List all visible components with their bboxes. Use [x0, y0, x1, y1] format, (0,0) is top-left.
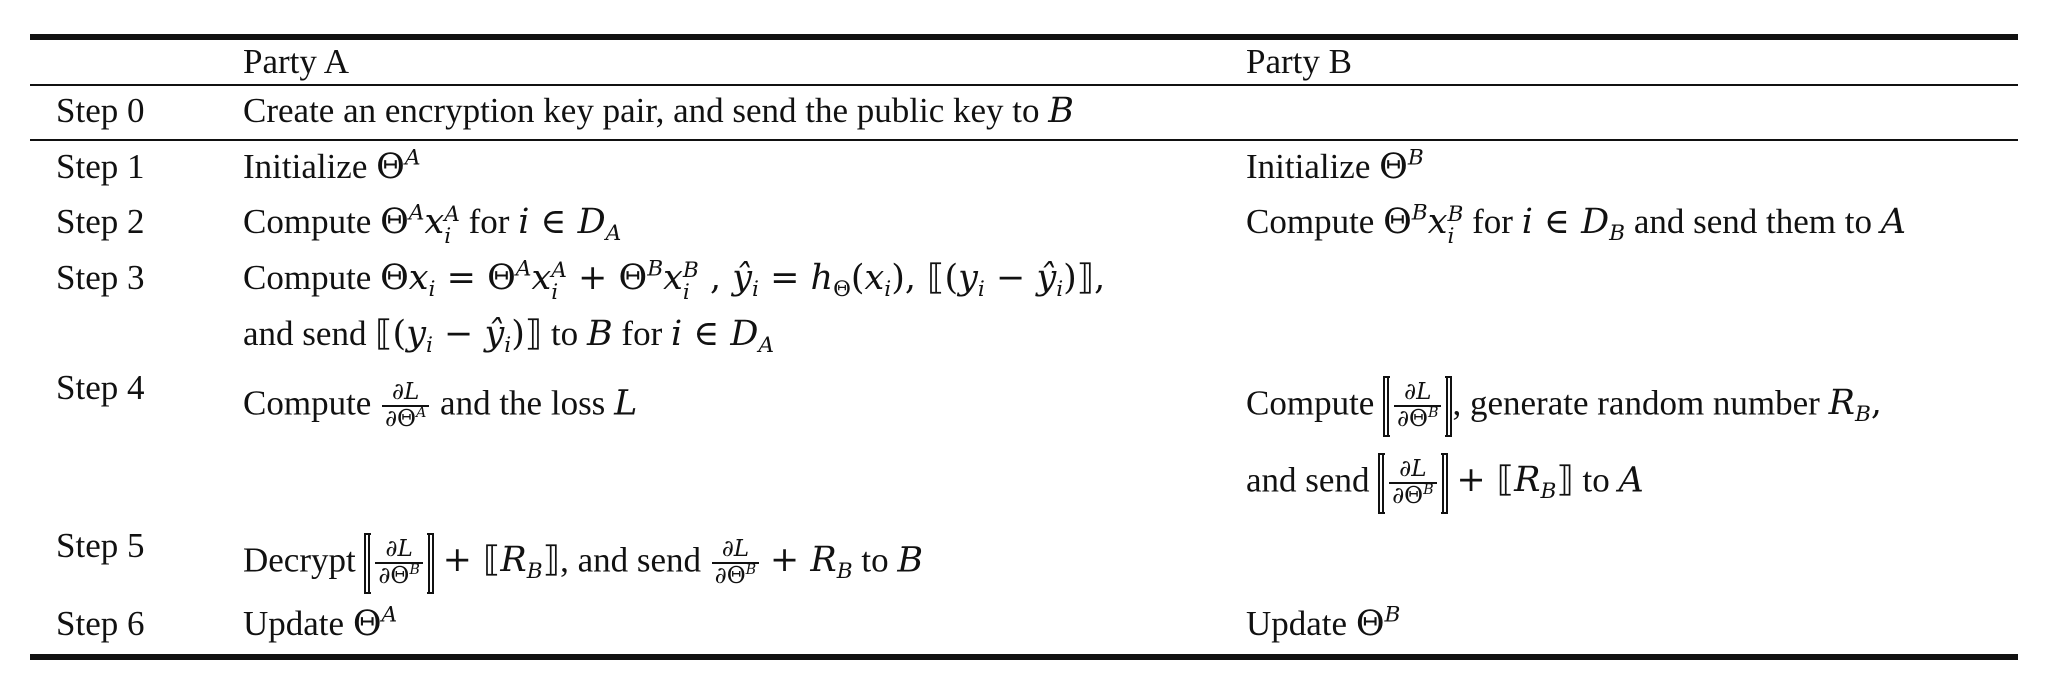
step5-a-party: B: [897, 540, 923, 580]
step4-a-loss-var: L: [614, 383, 637, 423]
step2-b-send: and send them to: [1634, 202, 1872, 241]
step3-a-text: Compute: [243, 258, 371, 297]
step5-a-text: Decrypt: [243, 540, 356, 579]
step5-a-to: to: [861, 540, 888, 579]
table-top-rule: [30, 34, 2018, 40]
step4-b-line2-to: to: [1583, 460, 1610, 499]
step2-a-text: Compute: [243, 202, 371, 241]
step3-a-line2-pre: and send: [243, 314, 366, 353]
step-label: Step 3: [56, 258, 144, 298]
step3-a-line2-for: for: [621, 314, 662, 353]
step3-party-a-line2: and send ⟦(yi − ŷi)⟧ to B for i ∈ DA: [243, 314, 774, 354]
step6-party-b: Update ΘB: [1246, 604, 1400, 644]
step-label: Step 4: [56, 368, 144, 408]
theta-a-formula: ΘA: [353, 604, 397, 644]
step3-a-line2-party: B: [587, 314, 613, 354]
step2-b-party: A: [1881, 202, 1906, 242]
index-set-a-formula: i ∈ DA: [671, 314, 774, 354]
step1-a-text: Initialize: [243, 147, 367, 186]
step6-a-text: Update: [243, 604, 344, 643]
step-label: Step 1: [56, 147, 144, 187]
step5-party-a: Decrypt ∂L ∂ΘB + ⟦RB⟧, and send ∂L ∂ΘB + R…: [243, 537, 923, 590]
theta-a-formula: ΘA: [376, 147, 420, 187]
step2-b-text: Compute: [1246, 202, 1374, 241]
step1-party-a: Initialize ΘA: [243, 147, 421, 187]
step4-a-text: Compute: [243, 383, 371, 422]
step6-b-text: Update: [1246, 604, 1347, 643]
step1-b-text: Initialize: [1246, 147, 1370, 186]
gradient-a-formula: ∂L ∂ΘA: [382, 380, 429, 433]
step4-party-b-line2: and send ∂L ∂ΘB + ⟦RB⟧ to A: [1246, 457, 1644, 510]
step-label: Step 5: [56, 526, 144, 566]
theta-b-formula: ΘB: [1356, 604, 1401, 644]
step4-b-line2-party: A: [1619, 460, 1644, 500]
table-header-rule: [30, 84, 2018, 86]
step-label: Step 0: [56, 91, 144, 131]
header-party-b: Party B: [1246, 42, 1352, 82]
step0-party-a: Create an encryption key pair, and send …: [243, 91, 1074, 131]
masked-gradient-formula: + ⟦RB⟧: [1456, 460, 1573, 500]
step4-b-line2-pre: and send: [1246, 460, 1369, 499]
table-bottom-rule: [30, 654, 2018, 660]
encrypted-gradient-b-formula: ∂L ∂ΘB: [1383, 380, 1452, 433]
gradient-b-formula: ∂L ∂ΘB: [712, 537, 759, 590]
step4-party-a: Compute ∂L ∂ΘA and the loss L: [243, 380, 637, 433]
step2-a-for: for: [469, 202, 510, 241]
random-number-formula: RB,: [1829, 383, 1882, 423]
step4-b-text: Compute: [1246, 383, 1374, 422]
encrypted-gradient-b-formula: ∂L ∂ΘB: [364, 537, 433, 590]
plain-mask-formula: + RB: [770, 540, 853, 580]
step4-party-b-line1: Compute ∂L ∂ΘB, generate random number RB…: [1246, 380, 1882, 433]
index-set-a-formula: i ∈ DA: [518, 202, 621, 242]
step0-a-party: B: [1048, 91, 1074, 131]
step1-party-b: Initialize ΘB: [1246, 147, 1424, 187]
step5-a-send: , and send: [560, 540, 701, 579]
theta-b-formula: ΘB: [1379, 147, 1424, 187]
step0-a-text: Create an encryption key pair, and send …: [243, 91, 1040, 130]
index-set-b-formula: i ∈ DB: [1522, 202, 1625, 242]
step-label: Step 6: [56, 604, 144, 644]
step-label: Step 2: [56, 202, 144, 242]
step6-party-a: Update ΘA: [243, 604, 397, 644]
step4-b-gen: , generate random number: [1452, 383, 1819, 422]
masked-gradient-formula: + ⟦RB⟧: [443, 540, 560, 580]
step2-b-for: for: [1472, 202, 1513, 241]
encrypted-residual-formula: ⟦(yi − ŷi)⟧: [375, 314, 542, 354]
step4-a-loss-text: and the loss: [440, 383, 605, 422]
table-step0-rule: [30, 139, 2018, 141]
step3-a-line2-to: to: [551, 314, 578, 353]
encrypted-gradient-b-formula: ∂L ∂ΘB: [1378, 457, 1447, 510]
header-party-a: Party A: [243, 42, 349, 82]
